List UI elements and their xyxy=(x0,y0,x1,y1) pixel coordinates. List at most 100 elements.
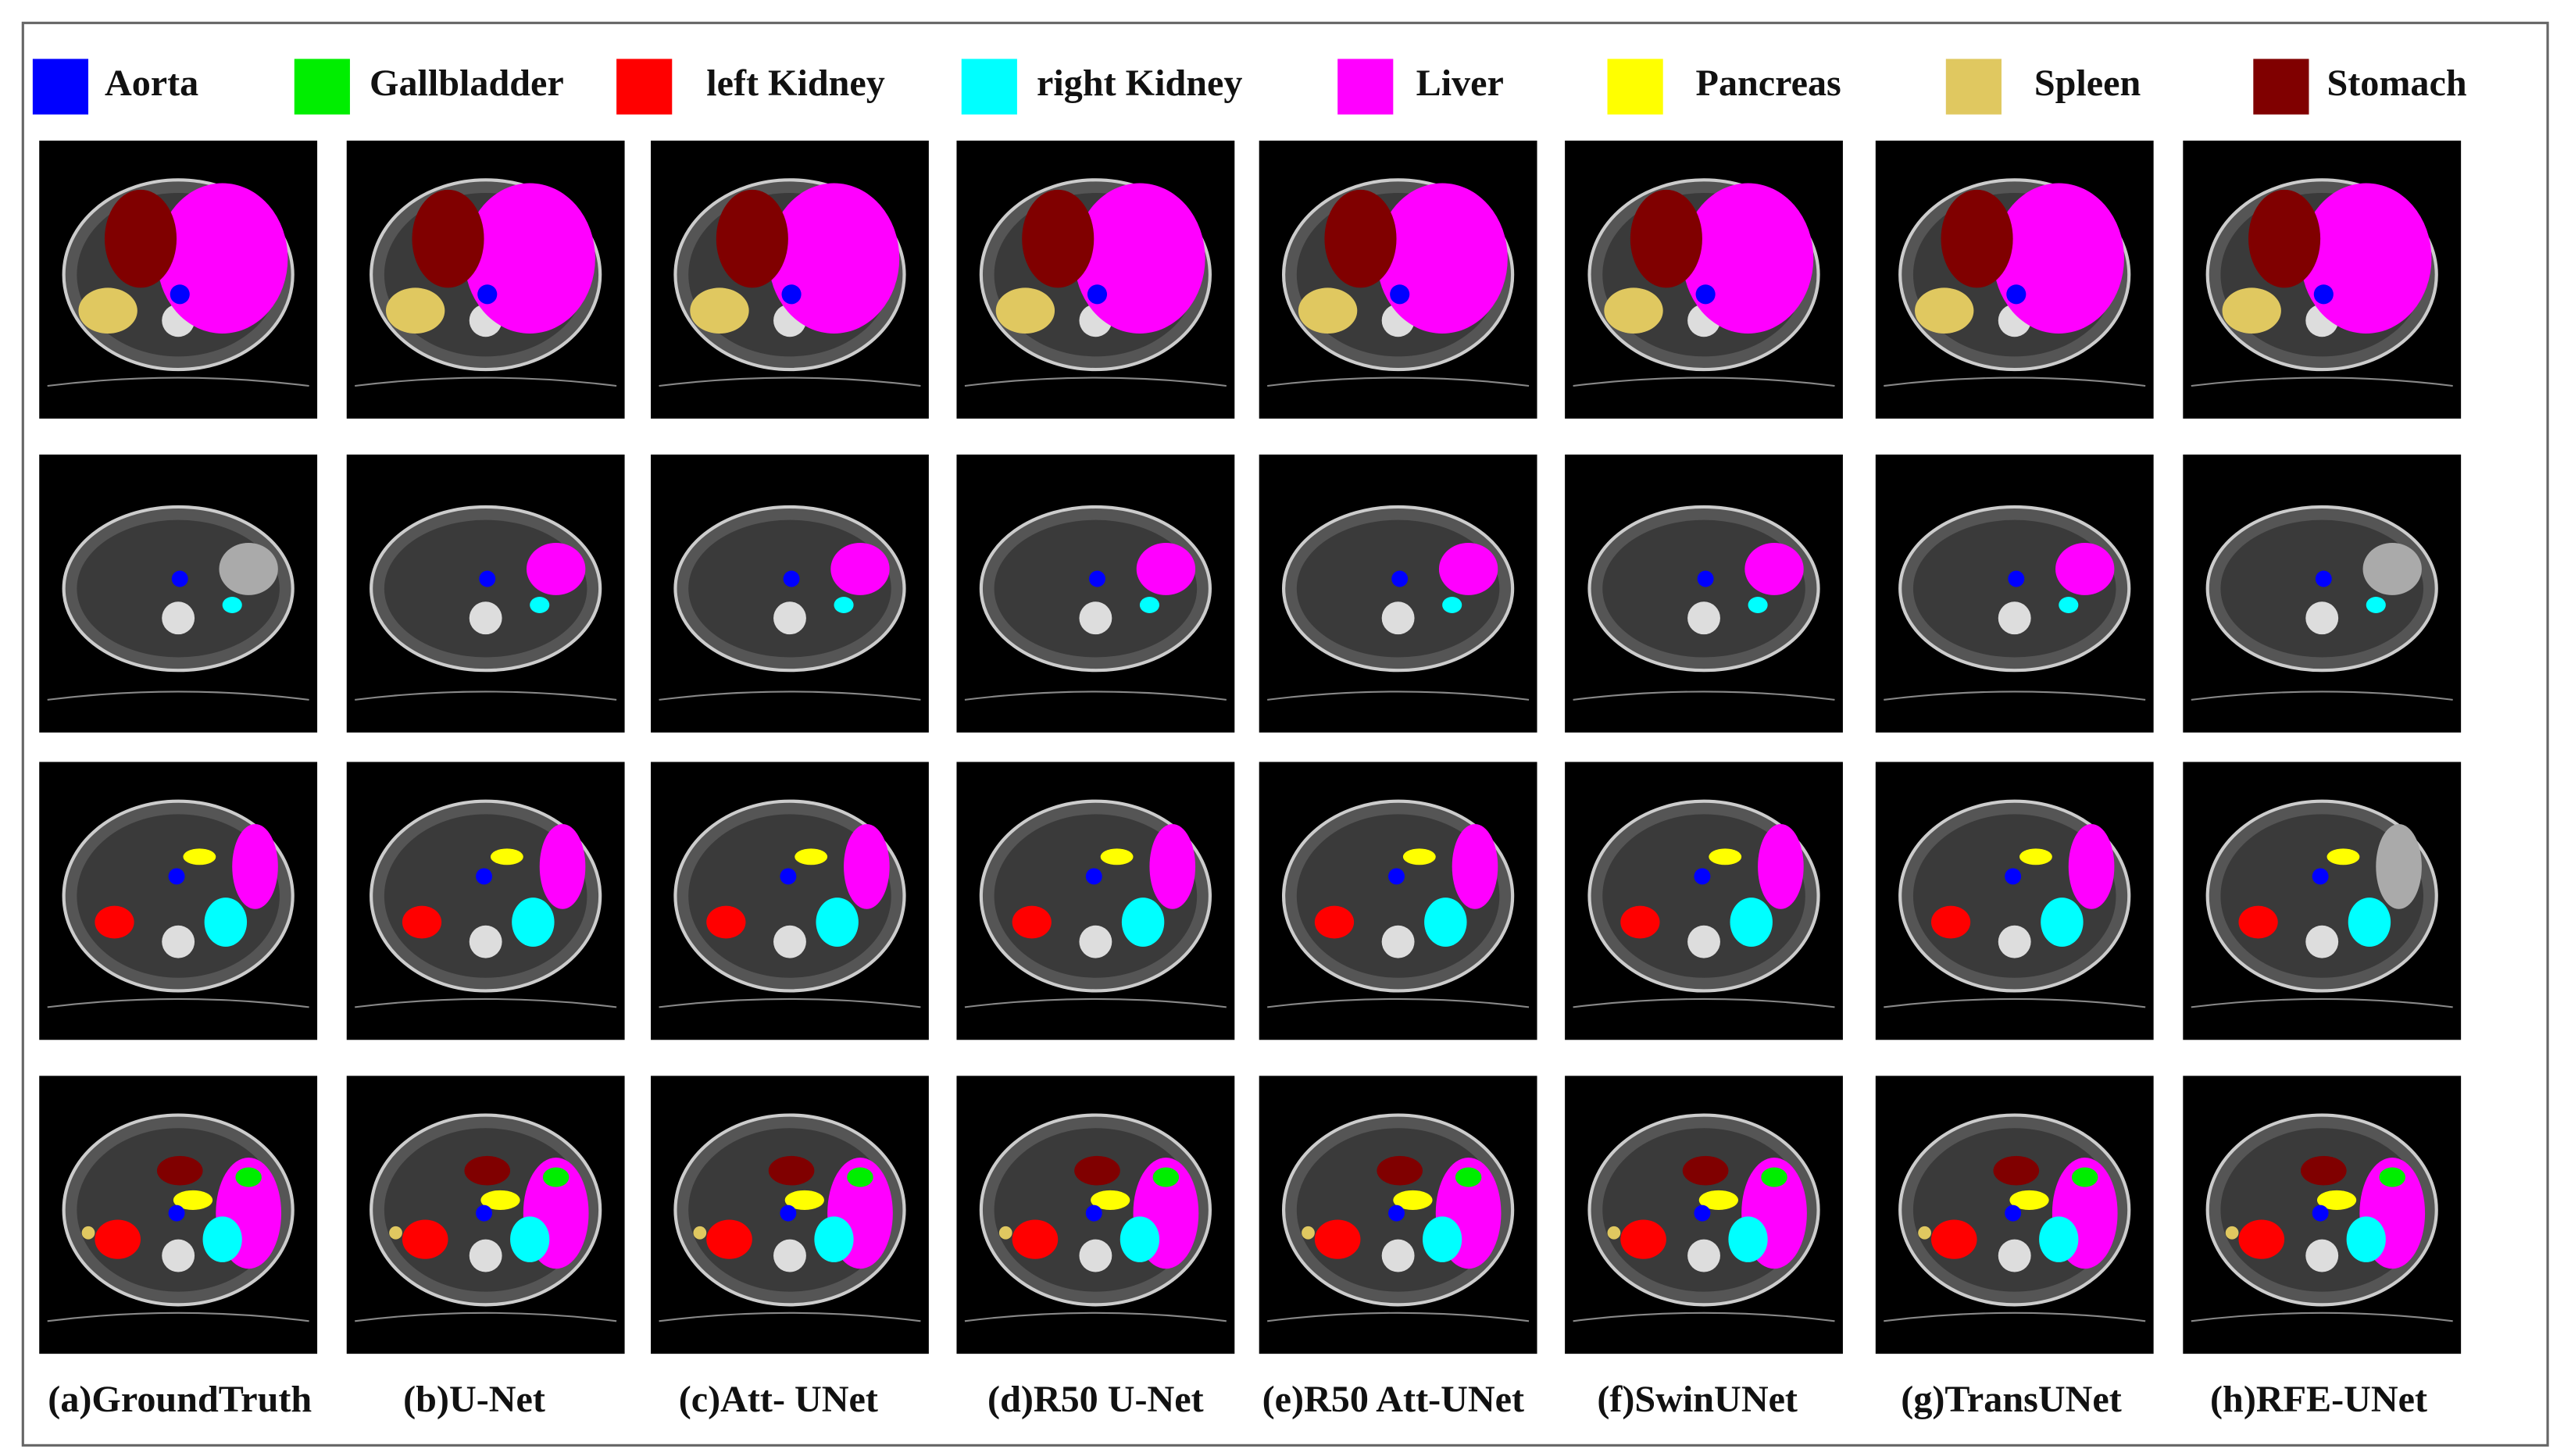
organ xyxy=(2222,287,2281,334)
legend-label: Pancreas xyxy=(1696,62,1841,104)
legend-swatch xyxy=(1337,59,1394,115)
organ xyxy=(1012,905,1052,939)
organ xyxy=(95,905,134,939)
organ xyxy=(1694,868,1711,885)
organ xyxy=(2301,183,2432,334)
ct-slice xyxy=(651,141,929,419)
legend-swatch xyxy=(1945,59,2002,115)
table-line xyxy=(964,997,1227,1008)
table-line xyxy=(355,1311,617,1322)
ct-slice xyxy=(651,454,929,733)
organ xyxy=(1620,905,1660,939)
organ xyxy=(1089,570,1105,587)
organ xyxy=(1377,1155,1423,1186)
spine xyxy=(1381,1239,1415,1272)
organ xyxy=(768,183,900,334)
ct-slice xyxy=(1565,454,1843,733)
organ xyxy=(1100,848,1134,865)
organ xyxy=(783,570,800,587)
ct-slice xyxy=(1259,141,1537,419)
organ xyxy=(2362,542,2422,595)
organ xyxy=(78,287,137,334)
organ xyxy=(1087,284,1108,305)
organ xyxy=(526,542,586,595)
organ xyxy=(814,1216,854,1262)
table-line xyxy=(659,1311,921,1322)
organ xyxy=(1074,183,1205,334)
spine xyxy=(2305,1239,2339,1272)
table-line xyxy=(1267,691,1530,701)
legend-label: left Kidney xyxy=(706,62,885,104)
organ xyxy=(2379,1167,2405,1187)
table-line xyxy=(964,376,1227,387)
organ xyxy=(539,823,586,909)
organ xyxy=(2301,1155,2347,1186)
organ xyxy=(104,189,177,288)
ct-slice xyxy=(1565,141,1843,419)
ct-slice xyxy=(2183,454,2462,733)
spine xyxy=(1998,925,2031,958)
organ xyxy=(716,189,788,288)
organ xyxy=(2316,1190,2357,1210)
organ xyxy=(1915,287,1974,334)
table-line xyxy=(1884,997,2146,1008)
organ xyxy=(834,597,854,613)
organ xyxy=(1120,1216,1160,1262)
ct-slice xyxy=(956,1076,1235,1354)
organ xyxy=(847,1167,873,1187)
table-line xyxy=(47,997,309,1008)
organ xyxy=(1149,823,1196,909)
organ xyxy=(2238,1219,2285,1259)
organ xyxy=(170,284,190,305)
table-line xyxy=(1884,1311,2146,1322)
spine xyxy=(1998,1239,2031,1272)
organ xyxy=(412,189,484,288)
organ xyxy=(1324,189,1397,288)
organ xyxy=(844,823,890,909)
legend-swatch xyxy=(616,59,673,115)
organ xyxy=(1607,1226,1621,1240)
organ xyxy=(1314,1219,1361,1259)
ct-slice xyxy=(346,454,625,733)
organ xyxy=(1423,1216,1462,1262)
table-line xyxy=(964,1311,1227,1322)
organ xyxy=(1993,1155,2040,1186)
organ xyxy=(1697,570,1714,587)
spine xyxy=(1079,1239,1112,1272)
legend-swatch xyxy=(294,59,350,115)
organ xyxy=(2009,1190,2049,1210)
organ xyxy=(2039,1216,2079,1262)
organ xyxy=(1298,287,1358,334)
organ xyxy=(1620,1219,1666,1259)
organ xyxy=(1012,1219,1059,1259)
spine xyxy=(773,601,806,635)
organ xyxy=(1698,1190,1738,1210)
column-label: (g)TransUNet xyxy=(1901,1379,2121,1420)
spine xyxy=(1687,601,1720,635)
column-label: (b)U-Net xyxy=(403,1379,545,1420)
organ xyxy=(784,1190,824,1210)
legend-label: Stomach xyxy=(2327,62,2466,104)
organ xyxy=(1393,1190,1433,1210)
spine xyxy=(469,925,502,958)
organ xyxy=(1682,183,1814,334)
organ xyxy=(156,183,288,334)
organ xyxy=(1682,1155,1729,1186)
ct-slice xyxy=(2183,141,2462,419)
table-line xyxy=(1573,376,1835,387)
column-label: (c)Att- UNet xyxy=(679,1379,878,1420)
table-line xyxy=(1884,691,2146,701)
organ xyxy=(477,284,498,305)
organ xyxy=(690,287,749,334)
ct-slice xyxy=(1259,762,1537,1040)
organ xyxy=(464,183,595,334)
spine xyxy=(1381,601,1415,635)
organ xyxy=(2238,905,2278,939)
spine xyxy=(162,601,195,635)
organ xyxy=(2327,848,2360,865)
organ xyxy=(168,1204,185,1222)
table-line xyxy=(659,997,921,1008)
organ xyxy=(768,1155,815,1186)
organ xyxy=(1152,1167,1180,1187)
